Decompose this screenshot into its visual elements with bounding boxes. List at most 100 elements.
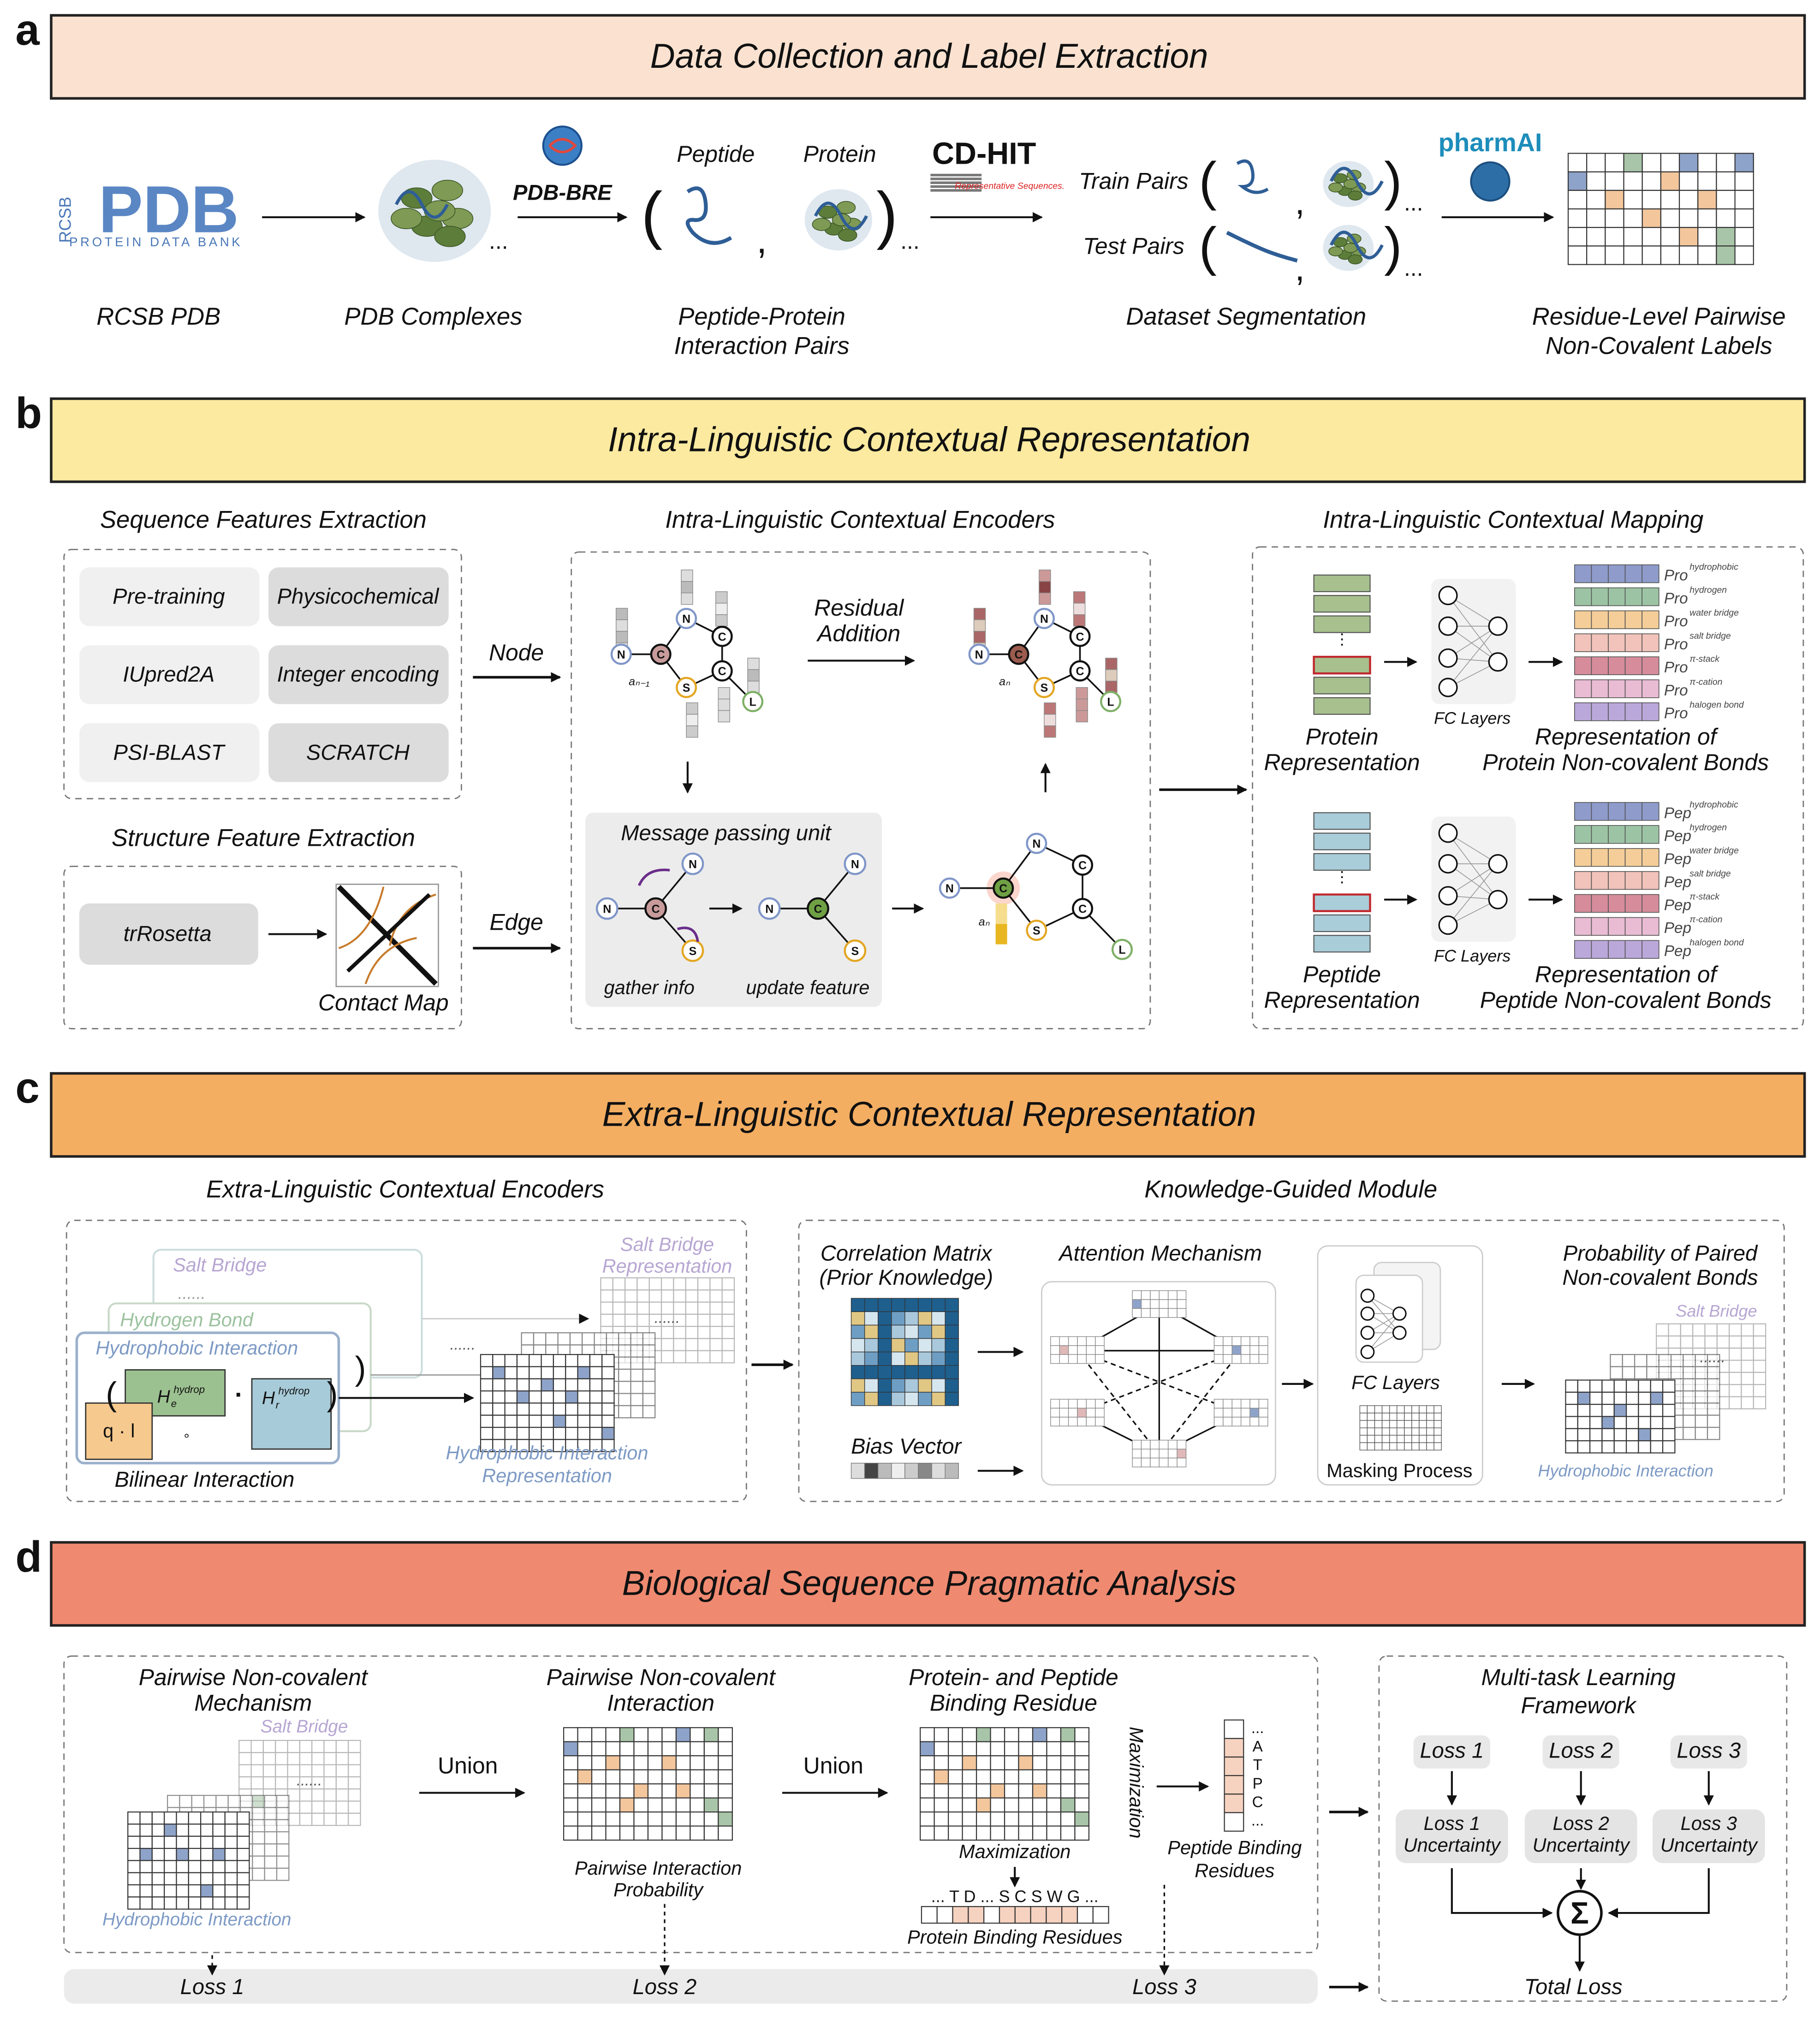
matrix-cell	[1258, 1354, 1268, 1364]
matrix-cell	[577, 1783, 593, 1799]
matrix-cell	[851, 1298, 865, 1312]
bond-representation	[1591, 917, 1609, 936]
matrix-cell	[577, 1755, 593, 1770]
matrix-cell	[264, 1819, 278, 1833]
matrix-cell	[1610, 1366, 1623, 1379]
matrix-cell	[563, 1783, 578, 1799]
atom-label: aₙ	[999, 675, 1011, 688]
matrix-cell	[904, 1378, 919, 1393]
matrix-cell	[864, 1392, 879, 1406]
matrix-cell	[1419, 1420, 1427, 1428]
bond-representation	[1574, 610, 1592, 629]
matrix-cell	[504, 1402, 518, 1416]
protein-structure	[1348, 190, 1363, 201]
matrix-cell	[1177, 1299, 1187, 1309]
matrix-cell	[945, 1338, 959, 1353]
section-label: Protein Binding Residues	[907, 1926, 1123, 1948]
matrix-cell	[948, 1727, 963, 1742]
matrix-cell	[975, 1811, 991, 1827]
matrix-cell	[1741, 1396, 1754, 1410]
matrix-cell	[139, 1811, 153, 1825]
matrix-cell	[642, 1405, 656, 1419]
matrix-cell	[1622, 1354, 1636, 1367]
matrix-cell	[1577, 1379, 1591, 1393]
matrix-cell	[1577, 1428, 1591, 1442]
matrix-cell	[1032, 1727, 1047, 1742]
matrix-cell	[690, 1825, 705, 1841]
matrix-cell	[1381, 1405, 1390, 1413]
matrix-cell	[709, 1301, 723, 1315]
matrix-cell	[1613, 1440, 1627, 1454]
matrix-cell	[1419, 1442, 1427, 1451]
matrix-cell	[1141, 1308, 1151, 1318]
matrix-cell	[1240, 1354, 1250, 1364]
matrix-cell	[633, 1727, 649, 1742]
panel-label: d	[15, 1532, 42, 1581]
matrix-cell	[1411, 1435, 1420, 1443]
feature-vector	[715, 591, 728, 604]
atom	[681, 939, 704, 962]
feature-vector	[1039, 581, 1051, 594]
logo-icon	[930, 185, 982, 188]
atom-label: aₙ	[979, 915, 990, 928]
feature-vector	[1076, 698, 1088, 711]
matrix-cell	[619, 1825, 635, 1841]
matrix-cell	[605, 1797, 621, 1813]
matrix-cell	[1397, 1413, 1405, 1421]
matrix-cell	[1586, 245, 1606, 265]
matrix-cell	[1650, 1404, 1664, 1417]
bracket: (	[1199, 151, 1217, 211]
matrix-cell	[1095, 1345, 1105, 1355]
neuron	[1392, 1306, 1407, 1321]
bond-representation	[1608, 894, 1626, 913]
loss-label: Loss 2	[633, 1974, 697, 1999]
matrix-cell	[276, 1855, 290, 1869]
feature-vector	[1073, 603, 1086, 615]
matrix-cell	[1565, 1404, 1578, 1417]
matrix-cell	[1729, 1348, 1742, 1361]
matrix-cell	[1168, 1449, 1178, 1459]
matrix-cell	[990, 1825, 1005, 1841]
feature-vector	[686, 702, 698, 715]
atom-label: S	[851, 945, 859, 958]
message-arrow	[677, 926, 699, 942]
matrix-cell	[1004, 1741, 1019, 1757]
matrix-cell	[690, 1811, 705, 1827]
matrix-cell	[1613, 1416, 1627, 1429]
matrix-cell	[504, 1426, 518, 1440]
matrix-cell	[179, 1794, 192, 1808]
matrix-cell	[1177, 1449, 1187, 1459]
layer-label: Salt Bridge	[261, 1716, 348, 1736]
matrix-cell	[1577, 1404, 1591, 1417]
uncertainty-label: Loss 1	[1424, 1812, 1480, 1834]
matrix-cell	[521, 1332, 535, 1346]
matrix-cell	[188, 1860, 202, 1873]
residue-cell	[1077, 1906, 1094, 1924]
matrix-cell	[1046, 1769, 1062, 1785]
atom-label: C	[718, 630, 726, 643]
representation-cell	[1313, 935, 1371, 953]
neuron	[1360, 1345, 1375, 1359]
matrix-cell	[127, 1847, 141, 1861]
matrix-cell	[480, 1414, 494, 1428]
matrix-cell	[934, 1797, 949, 1813]
matrix-cell	[934, 1783, 949, 1799]
matrix-cell	[619, 1727, 635, 1742]
matrix-cell	[1707, 1390, 1720, 1404]
matrix-cell	[1223, 1354, 1232, 1364]
matrix-cell	[1141, 1299, 1151, 1309]
matrix-cell	[311, 1764, 325, 1778]
matrix-cell	[1565, 1391, 1578, 1405]
step-label: Non-Covalent Labels	[1546, 333, 1772, 360]
representation-cell	[1313, 853, 1371, 871]
section-label: Protein- and Peptide	[909, 1664, 1118, 1690]
matrix-cell	[1150, 1299, 1160, 1309]
bond-representation	[1574, 825, 1592, 844]
matrix-cell	[648, 1289, 662, 1303]
matrix-cell	[1586, 208, 1606, 228]
matrix-cell	[553, 1354, 566, 1367]
matrix-cell	[918, 1378, 932, 1393]
feature-box	[79, 567, 260, 626]
feature-vector	[995, 914, 1007, 924]
matrix-cell	[1068, 1354, 1078, 1364]
